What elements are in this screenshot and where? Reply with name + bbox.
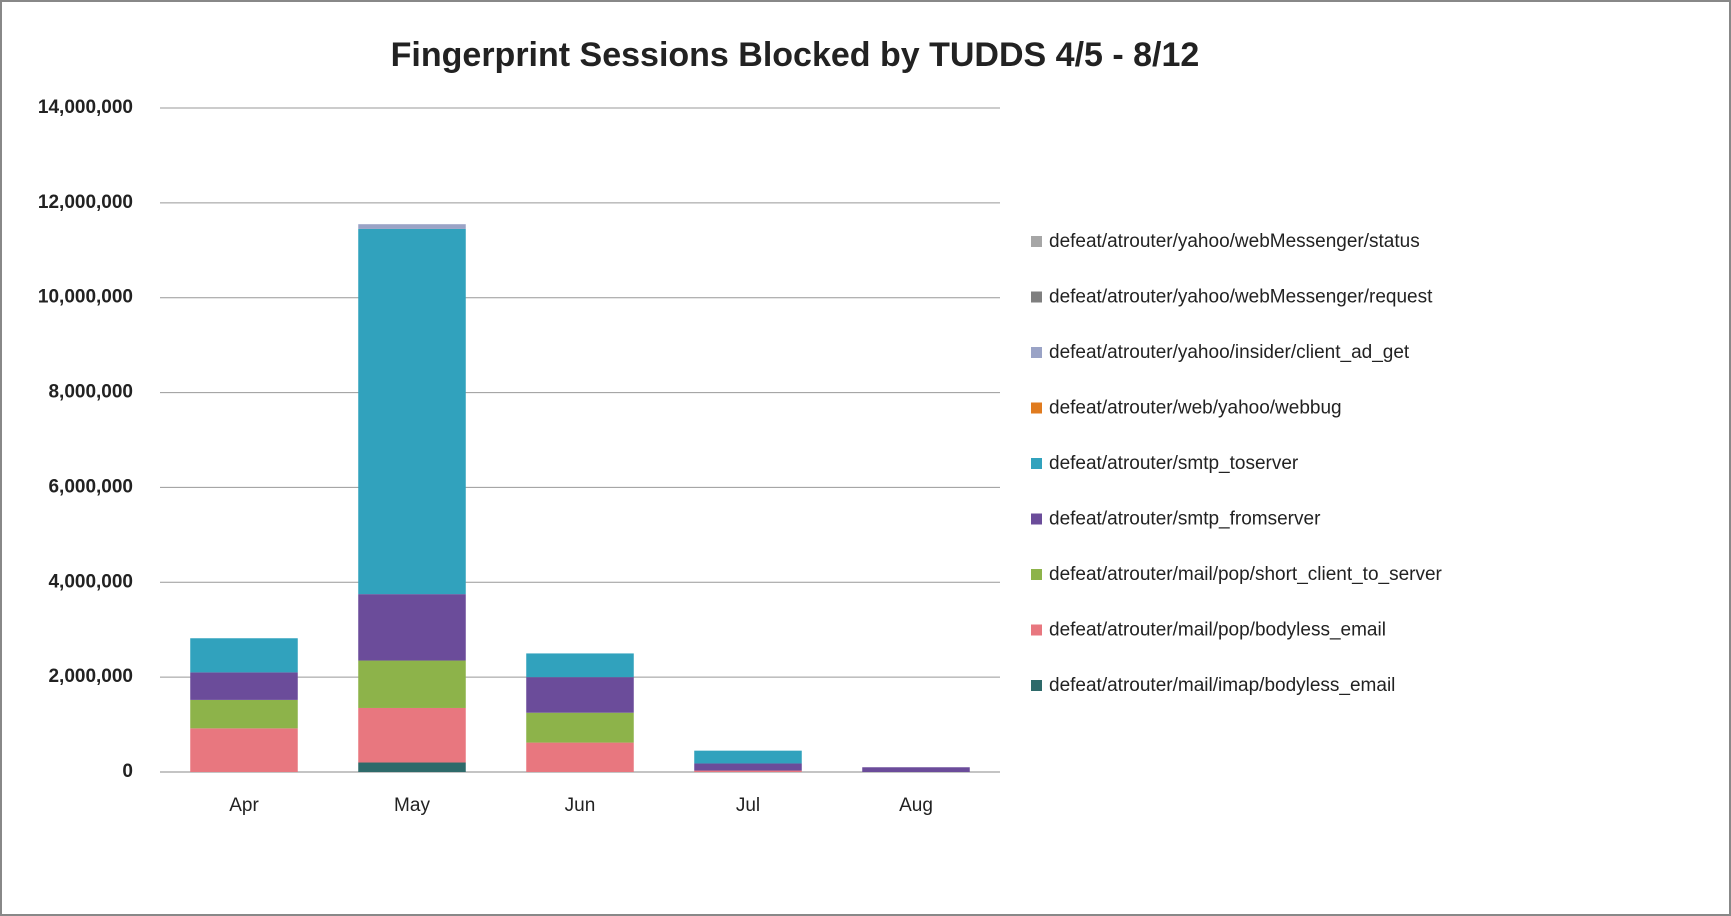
- legend-swatch: [1031, 347, 1042, 358]
- bar-segment: [526, 677, 634, 713]
- legend-swatch: [1031, 236, 1042, 247]
- legend-label: defeat/atrouter/smtp_fromserver: [1049, 509, 1321, 530]
- bar-segment: [358, 762, 466, 772]
- bar-segment: [358, 594, 466, 661]
- x-tick-label: Apr: [229, 795, 259, 816]
- bar-segment: [694, 750, 802, 764]
- bar-segment: [526, 742, 634, 772]
- y-tick-label: 4,000,000: [48, 571, 133, 592]
- legend-swatch: [1031, 458, 1042, 469]
- legend-label: defeat/atrouter/mail/imap/bodyless_email: [1049, 675, 1395, 696]
- bar-segment: [358, 660, 466, 708]
- y-tick-label: 2,000,000: [48, 666, 133, 687]
- x-tick-label: Jul: [736, 795, 760, 816]
- y-tick-label: 0: [122, 761, 133, 782]
- bar-segment: [358, 224, 466, 229]
- y-tick-label: 8,000,000: [48, 382, 133, 403]
- bar-segment: [190, 728, 298, 772]
- bar-segment: [526, 712, 634, 743]
- legend-label: defeat/atrouter/smtp_toserver: [1049, 453, 1299, 474]
- legend-label: defeat/atrouter/yahoo/webMessenger/reque…: [1049, 287, 1433, 308]
- x-tick-label: Aug: [899, 795, 933, 816]
- bar-segment: [694, 763, 802, 771]
- legend-swatch: [1031, 569, 1042, 580]
- bar-segment: [862, 767, 970, 772]
- legend-label: defeat/atrouter/web/yahoo/webbug: [1049, 398, 1342, 419]
- legend-swatch: [1031, 513, 1042, 525]
- legend-label: defeat/atrouter/mail/pop/short_client_to…: [1049, 564, 1443, 585]
- legend-swatch: [1031, 680, 1042, 691]
- bar-segment: [526, 653, 634, 678]
- x-tick-label: May: [394, 795, 430, 816]
- y-tick-label: 12,000,000: [38, 192, 133, 213]
- legend-label: defeat/atrouter/mail/pop/bodyless_email: [1049, 620, 1386, 641]
- legend-swatch: [1031, 402, 1042, 414]
- y-tick-label: 6,000,000: [48, 476, 133, 497]
- bar-segment: [190, 672, 298, 700]
- legend-swatch: [1031, 291, 1042, 303]
- x-tick-label: Jun: [565, 795, 596, 816]
- legend-swatch: [1031, 624, 1042, 636]
- bar-segment: [358, 707, 466, 763]
- y-tick-label: 14,000,000: [38, 97, 133, 118]
- bar-segment: [190, 638, 298, 673]
- legend-label: defeat/atrouter/yahoo/insider/client_ad_…: [1049, 342, 1410, 363]
- legend-label: defeat/atrouter/yahoo/webMessenger/statu…: [1049, 231, 1420, 252]
- y-tick-label: 10,000,000: [38, 287, 133, 308]
- chart-title: Fingerprint Sessions Blocked by TUDDS 4/…: [391, 36, 1200, 74]
- bar-segment: [694, 770, 802, 772]
- bar-segment: [190, 699, 298, 729]
- bar-segment: [358, 228, 466, 595]
